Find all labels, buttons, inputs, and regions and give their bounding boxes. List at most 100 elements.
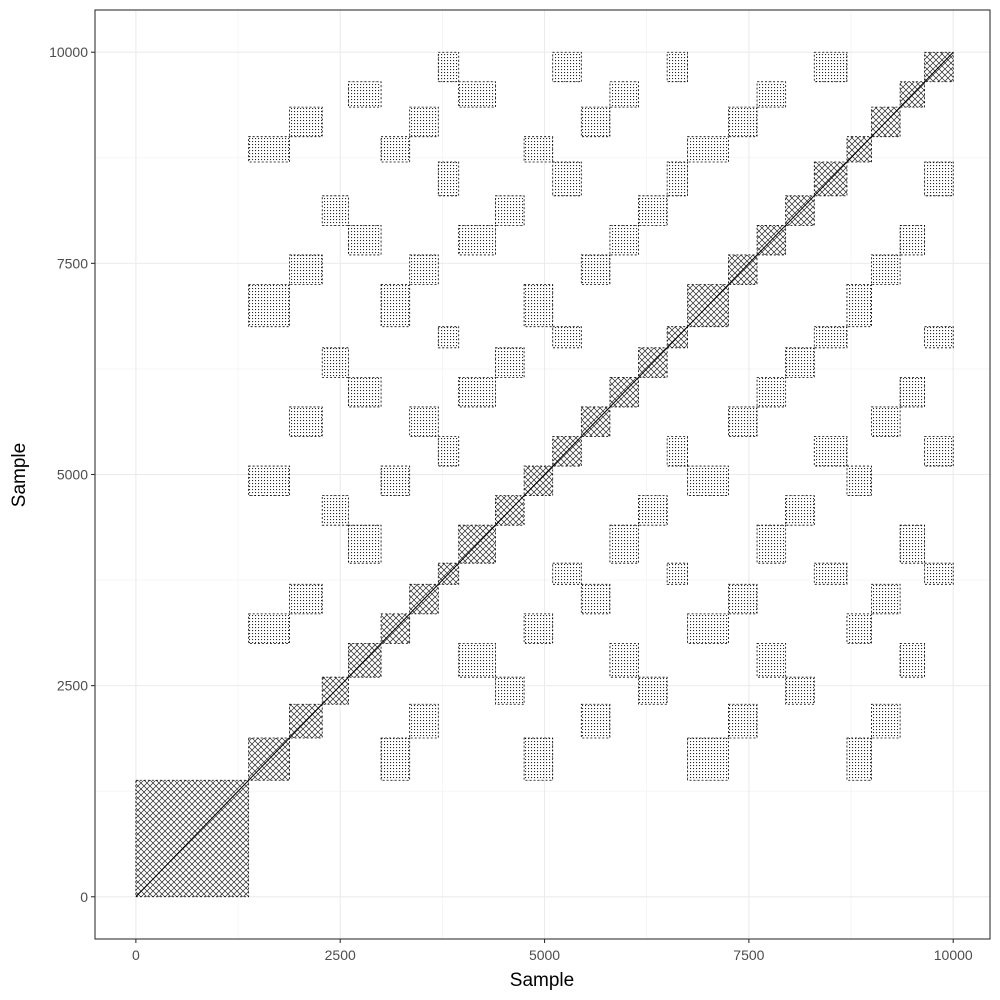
recurrence-block-edge — [687, 136, 729, 163]
x-axis: 0 2500 5000 7500 10000 — [132, 939, 973, 963]
recurrence-block-edge — [580, 703, 611, 739]
recurrence-block-edge — [609, 81, 639, 108]
recurrence-block — [924, 162, 954, 196]
recurrence-block — [381, 737, 410, 781]
recurrence-block-edge — [813, 562, 848, 585]
recurrence-block-edge — [347, 81, 382, 108]
recurrence-block-edge — [687, 284, 729, 328]
recurrence-block-edge — [347, 224, 382, 256]
recurrence-block-edge — [846, 613, 872, 644]
recurrence-block-edge — [580, 406, 611, 437]
recurrence-block-edge — [321, 347, 349, 378]
y-tick-label: 7500 — [57, 255, 88, 271]
recurrence-block-edge — [785, 495, 815, 526]
recurrence-block-edge — [924, 161, 954, 197]
recurrence-block-edge — [899, 524, 926, 564]
recurrence-block-edge — [523, 284, 554, 328]
recurrence-block — [289, 406, 323, 437]
recurrence-block-edge — [580, 106, 611, 138]
recurrence-block-edge — [728, 583, 758, 615]
recurrence-block — [458, 643, 496, 678]
recurrence-block — [581, 107, 610, 137]
recurrence-block — [687, 466, 729, 496]
recurrence-block-edge — [289, 106, 323, 138]
y-tick-label: 2500 — [57, 678, 88, 694]
recurrence-block — [348, 225, 382, 255]
recurrence-block-edge — [289, 703, 323, 739]
recurrence-block-edge — [924, 51, 954, 83]
recurrence-block — [846, 737, 872, 781]
recurrence-block-edge — [899, 81, 926, 108]
y-tick-label: 0 — [80, 889, 88, 905]
recurrence-block — [458, 377, 496, 407]
recurrence-block-edge — [871, 583, 901, 615]
recurrence-block — [248, 136, 290, 163]
recurrence-block-edge — [813, 326, 848, 349]
recurrence-block — [409, 107, 439, 137]
recurrence-block-edge — [552, 51, 582, 83]
recurrence-block — [667, 436, 688, 467]
recurrence-block-edge — [409, 106, 439, 138]
recurrence-block — [381, 466, 410, 496]
recurrence-block-edge — [580, 254, 611, 285]
recurrence-block-edge — [728, 254, 758, 285]
x-tick-label: 10000 — [934, 947, 973, 963]
recurrence-block — [757, 377, 786, 407]
recurrence-block-edge — [347, 376, 382, 408]
recurrence-block — [409, 704, 439, 738]
recurrence-block — [438, 162, 459, 196]
recurrence-block — [609, 525, 639, 564]
recurrence-block-edge — [638, 676, 668, 705]
recurrence-block-edge — [458, 376, 496, 408]
recurrence-block-edge — [846, 465, 872, 497]
recurrence-block — [248, 284, 290, 327]
recurrence-block-edge — [846, 136, 872, 163]
recurrence-block — [552, 162, 582, 196]
recurrence-block — [289, 584, 323, 614]
recurrence-block-edge — [687, 613, 729, 644]
recurrence-block-edge — [347, 524, 382, 564]
recurrence-block-edge — [638, 347, 668, 378]
recurrence-block-edge — [495, 195, 525, 226]
recurrence-block-edge — [756, 524, 787, 564]
recurrence-block-edge — [871, 406, 901, 437]
recurrence-block-edge — [523, 136, 554, 163]
recurrence-block-edge — [495, 495, 525, 526]
recurrence-block — [552, 326, 582, 348]
recurrence-block-edge — [437, 436, 460, 467]
recurrence-block — [322, 495, 349, 526]
x-tick-label: 2500 — [325, 947, 356, 963]
recurrence-block — [924, 326, 954, 348]
recurrence-block-edge — [899, 643, 926, 678]
recurrence-block — [289, 107, 323, 137]
recurrence-block — [785, 495, 815, 526]
recurrence-block-edge — [458, 524, 496, 564]
recurrence-block-edge — [409, 703, 439, 739]
y-tick-label: 5000 — [57, 467, 88, 483]
recurrence-block — [524, 284, 553, 327]
recurrence-block-edge — [248, 613, 290, 644]
recurrence-block — [846, 466, 872, 496]
recurrence-block-edge — [609, 524, 639, 564]
recurrence-block-edge — [409, 406, 439, 437]
recurrence-block — [924, 563, 954, 585]
recurrence-block — [458, 81, 496, 108]
recurrence-block-edge — [813, 436, 848, 467]
recurrence-block — [638, 677, 668, 705]
recurrence-block-edge — [321, 195, 349, 226]
recurrence-block-edge — [756, 81, 787, 108]
recurrence-block — [495, 195, 525, 226]
recurrence-block-edge — [924, 562, 954, 585]
recurrence-block-edge — [756, 376, 787, 408]
recurrence-block-edge — [552, 562, 582, 585]
recurrence-marks — [135, 51, 954, 898]
recurrence-block-edge — [756, 224, 787, 256]
recurrence-block-edge — [638, 195, 668, 226]
recurrence-block-edge — [924, 326, 954, 349]
recurrence-block — [757, 81, 786, 108]
recurrence-block-edge — [785, 347, 815, 378]
recurrence-block — [495, 347, 525, 378]
recurrence-block — [871, 704, 901, 738]
recurrence-block — [757, 643, 786, 678]
